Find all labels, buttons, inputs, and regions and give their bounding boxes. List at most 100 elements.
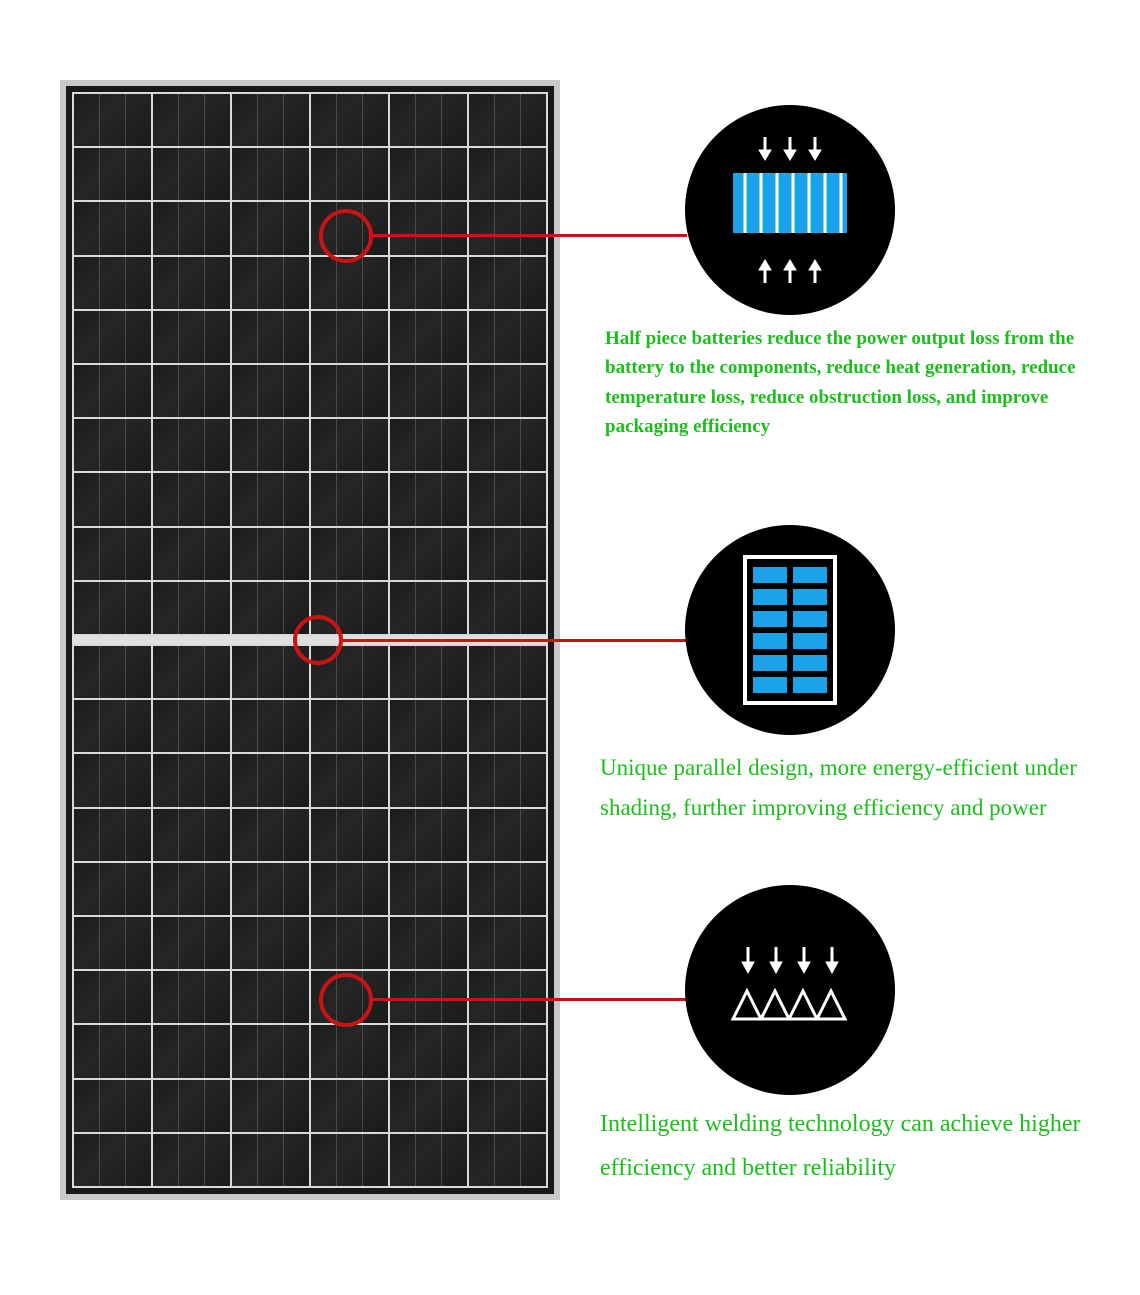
- solar-cell: [390, 94, 467, 146]
- solar-cell: [469, 365, 546, 417]
- solar-cell: [390, 754, 467, 806]
- solar-cell: [390, 528, 467, 580]
- solar-cell: [311, 148, 388, 200]
- solar-cell: [153, 1134, 230, 1186]
- solar-cell: [74, 94, 151, 146]
- solar-cell: [311, 863, 388, 915]
- solar-cell: [311, 809, 388, 861]
- connector-2: [343, 639, 687, 642]
- marker-top: [319, 209, 373, 263]
- solar-cell: [153, 148, 230, 200]
- solar-cell: [232, 754, 309, 806]
- solar-cell: [153, 863, 230, 915]
- solar-cell: [311, 700, 388, 752]
- connector-3: [373, 998, 687, 1001]
- solar-cell: [153, 528, 230, 580]
- solar-cell: [469, 257, 546, 309]
- solar-cell: [390, 1025, 467, 1077]
- solar-cell: [469, 419, 546, 471]
- solar-cell: [232, 528, 309, 580]
- solar-cell: [311, 419, 388, 471]
- solar-cell: [153, 646, 230, 698]
- solar-cell: [469, 1080, 546, 1132]
- solar-cell: [153, 809, 230, 861]
- solar-cell: [232, 148, 309, 200]
- solar-cell: [74, 754, 151, 806]
- solar-cell: [153, 582, 230, 634]
- solar-cell: [74, 419, 151, 471]
- infographic-stage: Half piece batteries reduce the power ou…: [0, 0, 1140, 1295]
- solar-cell: [469, 311, 546, 363]
- solar-cell: [232, 1025, 309, 1077]
- solar-cell: [74, 917, 151, 969]
- solar-cell: [232, 917, 309, 969]
- solar-cell: [311, 94, 388, 146]
- solar-cell: [74, 1025, 151, 1077]
- solar-cell: [74, 528, 151, 580]
- solar-cell: [153, 419, 230, 471]
- solar-cell: [74, 809, 151, 861]
- marker-bottom: [319, 973, 373, 1027]
- solar-cell: [469, 94, 546, 146]
- solar-cell: [232, 473, 309, 525]
- solar-cell: [311, 473, 388, 525]
- solar-cell: [153, 700, 230, 752]
- callout-text-3: Intelligent welding technology can achie…: [600, 1102, 1120, 1191]
- solar-cell: [232, 971, 309, 1023]
- solar-cell: [74, 1080, 151, 1132]
- solar-cell: [74, 700, 151, 752]
- solar-cell: [74, 365, 151, 417]
- solar-cell: [232, 1134, 309, 1186]
- solar-cell: [469, 148, 546, 200]
- callout-text-2: Unique parallel design, more energy-effi…: [600, 748, 1130, 829]
- solar-cell: [232, 863, 309, 915]
- solar-cell: [153, 94, 230, 146]
- solar-cell: [469, 1025, 546, 1077]
- panel-lower-half: [72, 644, 548, 1188]
- callout-circle-1: [685, 105, 895, 315]
- solar-cell: [232, 1080, 309, 1132]
- solar-cell: [74, 1134, 151, 1186]
- solar-cell: [74, 863, 151, 915]
- solar-cell: [469, 582, 546, 634]
- solar-cell: [74, 257, 151, 309]
- solar-cell: [74, 311, 151, 363]
- solar-cell: [311, 311, 388, 363]
- callout-circle-3: [685, 885, 895, 1095]
- welding-icon: [685, 885, 895, 1095]
- solar-cell: [390, 473, 467, 525]
- solar-cell: [311, 365, 388, 417]
- solar-cell: [232, 94, 309, 146]
- solar-cell: [390, 917, 467, 969]
- solar-cell: [390, 202, 467, 254]
- solar-cell: [469, 473, 546, 525]
- solar-cell: [390, 646, 467, 698]
- solar-cell: [232, 311, 309, 363]
- solar-cell: [390, 863, 467, 915]
- solar-cell: [311, 754, 388, 806]
- solar-cell: [311, 1080, 388, 1132]
- marker-middle: [293, 615, 343, 665]
- solar-cell: [311, 917, 388, 969]
- parallel-panel-icon: [685, 525, 895, 735]
- solar-cell: [390, 1080, 467, 1132]
- solar-cell: [153, 754, 230, 806]
- solar-cell: [74, 473, 151, 525]
- solar-cell: [390, 1134, 467, 1186]
- solar-cell: [469, 754, 546, 806]
- solar-cell: [311, 1134, 388, 1186]
- solar-cell: [390, 311, 467, 363]
- solar-cell: [153, 365, 230, 417]
- solar-cell: [311, 528, 388, 580]
- solar-cell: [469, 863, 546, 915]
- solar-cell: [153, 971, 230, 1023]
- solar-cell: [311, 1025, 388, 1077]
- solar-cell: [390, 809, 467, 861]
- solar-cell: [390, 148, 467, 200]
- solar-cell: [390, 365, 467, 417]
- solar-cell: [153, 257, 230, 309]
- solar-cell: [232, 419, 309, 471]
- solar-cell: [153, 1080, 230, 1132]
- solar-cell: [153, 917, 230, 969]
- solar-cell: [74, 646, 151, 698]
